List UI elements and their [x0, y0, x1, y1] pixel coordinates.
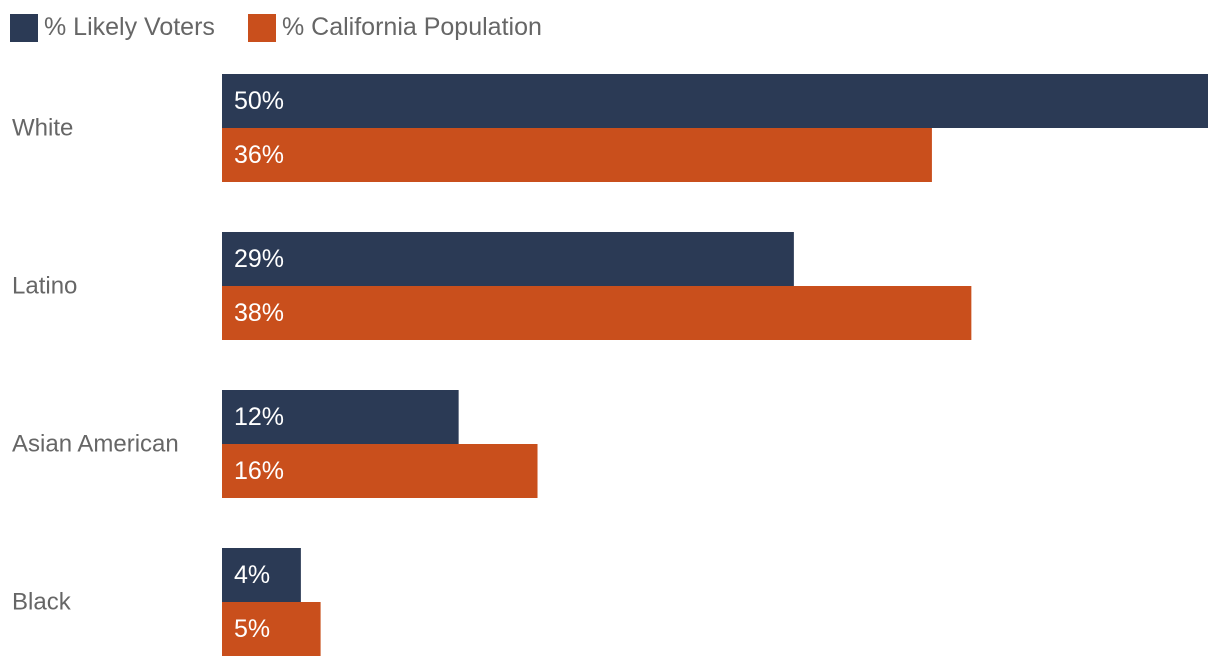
legend: % Likely Voters % California Population: [10, 13, 542, 42]
category-axis: White Latino Asian American Black: [12, 115, 179, 616]
bar-label-0-0: 50%: [234, 87, 284, 115]
bar-label-1-1: 38%: [234, 299, 284, 327]
bar-1-1: [222, 286, 972, 340]
bar-0-3: [222, 548, 301, 602]
bar-1-2: [222, 444, 538, 498]
bar-label-0-2: 12%: [234, 403, 284, 431]
bar-label-1-2: 16%: [234, 457, 284, 485]
bar-0-0: [222, 74, 1208, 128]
category-label-1: Latino: [12, 273, 77, 300]
category-label-2: Asian American: [12, 431, 179, 458]
legend-label-1: % California Population: [282, 13, 542, 41]
bar-1-3: [222, 602, 321, 656]
legend-swatch-1: [248, 14, 276, 42]
bars: 50% 36% 29% 38% 12% 16% 4% 5%: [222, 74, 1208, 656]
bar-label-1-0: 36%: [234, 141, 284, 169]
bar-label-0-3: 4%: [234, 561, 270, 589]
bar-0-2: [222, 390, 459, 444]
category-label-3: Black: [12, 589, 72, 616]
category-label-0: White: [12, 115, 73, 142]
legend-label-0: % Likely Voters: [44, 13, 215, 41]
bar-0-1: [222, 232, 794, 286]
bar-label-0-1: 29%: [234, 245, 284, 273]
bar-label-1-3: 5%: [234, 615, 270, 643]
bar-1-0: [222, 128, 932, 182]
legend-swatch-0: [10, 14, 38, 42]
